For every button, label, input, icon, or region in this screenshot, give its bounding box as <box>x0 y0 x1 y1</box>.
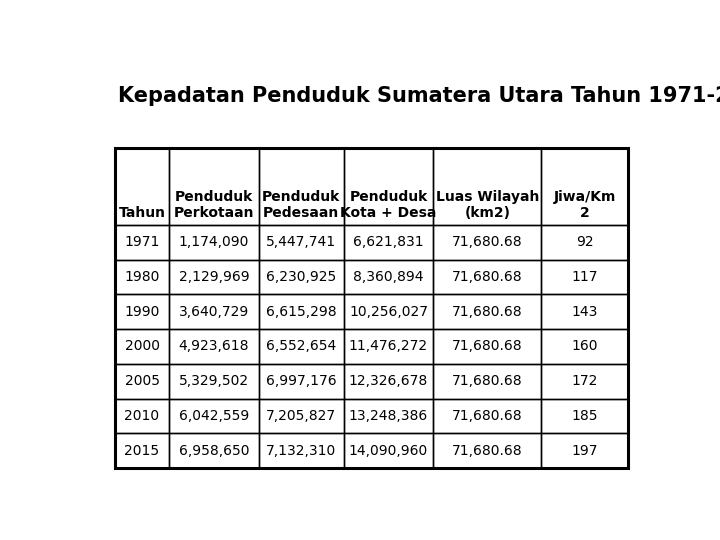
Bar <box>259 225 343 260</box>
Bar <box>169 260 259 294</box>
Bar <box>169 329 259 364</box>
Bar <box>259 399 343 434</box>
Bar <box>259 364 343 399</box>
Text: 6,615,298: 6,615,298 <box>266 305 336 319</box>
Bar <box>169 148 259 225</box>
Text: 1971: 1971 <box>125 235 160 249</box>
Text: Penduduk
Pedesaan: Penduduk Pedesaan <box>262 190 341 220</box>
Text: 6,552,654: 6,552,654 <box>266 340 336 354</box>
Text: 143: 143 <box>572 305 598 319</box>
Text: Kepadatan Penduduk Sumatera Utara Tahun 1971-2015: Kepadatan Penduduk Sumatera Utara Tahun … <box>118 85 720 106</box>
Bar <box>433 260 541 294</box>
Text: 11,476,272: 11,476,272 <box>349 340 428 354</box>
Text: 160: 160 <box>572 340 598 354</box>
Bar <box>433 294 541 329</box>
Bar <box>541 148 629 225</box>
Bar <box>115 148 629 468</box>
Bar <box>541 399 629 434</box>
Bar <box>541 260 629 294</box>
Bar <box>433 329 541 364</box>
Text: 2,129,969: 2,129,969 <box>179 270 249 284</box>
Bar <box>343 294 433 329</box>
Bar <box>115 329 169 364</box>
Text: 1,174,090: 1,174,090 <box>179 235 249 249</box>
Bar <box>343 225 433 260</box>
Bar <box>541 364 629 399</box>
Bar <box>115 399 169 434</box>
Bar <box>541 434 629 468</box>
Bar <box>343 434 433 468</box>
Bar <box>115 434 169 468</box>
Bar <box>433 434 541 468</box>
Bar <box>343 148 433 225</box>
Bar <box>433 364 541 399</box>
Bar <box>169 225 259 260</box>
Text: 6,230,925: 6,230,925 <box>266 270 336 284</box>
Bar <box>169 434 259 468</box>
Bar <box>115 148 169 225</box>
Text: 185: 185 <box>572 409 598 423</box>
Text: 13,248,386: 13,248,386 <box>349 409 428 423</box>
Text: 71,680.68: 71,680.68 <box>452 305 523 319</box>
Text: 71,680.68: 71,680.68 <box>452 444 523 458</box>
Text: 92: 92 <box>576 235 594 249</box>
Text: Penduduk
Perkotaan: Penduduk Perkotaan <box>174 190 254 220</box>
Bar <box>259 434 343 468</box>
Bar <box>541 294 629 329</box>
Bar <box>343 399 433 434</box>
Text: Luas Wilayah
(km2): Luas Wilayah (km2) <box>436 190 539 220</box>
Text: 10,256,027: 10,256,027 <box>349 305 428 319</box>
Text: 5,329,502: 5,329,502 <box>179 374 249 388</box>
Text: 2015: 2015 <box>125 444 160 458</box>
Text: 6,621,831: 6,621,831 <box>354 235 424 249</box>
Bar <box>541 225 629 260</box>
Bar <box>169 364 259 399</box>
Text: 197: 197 <box>572 444 598 458</box>
Text: 12,326,678: 12,326,678 <box>349 374 428 388</box>
Text: 71,680.68: 71,680.68 <box>452 270 523 284</box>
Bar <box>169 294 259 329</box>
Bar <box>433 399 541 434</box>
Text: 3,640,729: 3,640,729 <box>179 305 249 319</box>
Text: Jiwa/Km
2: Jiwa/Km 2 <box>554 190 616 220</box>
Text: 2010: 2010 <box>125 409 160 423</box>
Text: 71,680.68: 71,680.68 <box>452 235 523 249</box>
Text: Penduduk
Kota + Desa: Penduduk Kota + Desa <box>341 190 436 220</box>
Bar <box>433 148 541 225</box>
Bar <box>259 294 343 329</box>
Bar <box>541 329 629 364</box>
Bar <box>259 260 343 294</box>
Text: 71,680.68: 71,680.68 <box>452 374 523 388</box>
Text: 1990: 1990 <box>125 305 160 319</box>
Text: 117: 117 <box>572 270 598 284</box>
Text: 6,997,176: 6,997,176 <box>266 374 336 388</box>
Bar <box>115 225 169 260</box>
Bar <box>343 329 433 364</box>
Text: 1980: 1980 <box>125 270 160 284</box>
Text: 2005: 2005 <box>125 374 160 388</box>
Text: 5,447,741: 5,447,741 <box>266 235 336 249</box>
Bar <box>343 260 433 294</box>
Bar <box>343 364 433 399</box>
Text: 6,958,650: 6,958,650 <box>179 444 249 458</box>
Bar <box>169 399 259 434</box>
Text: Tahun: Tahun <box>119 206 166 220</box>
Text: 14,090,960: 14,090,960 <box>349 444 428 458</box>
Bar <box>115 294 169 329</box>
Bar <box>115 364 169 399</box>
Text: 7,132,310: 7,132,310 <box>266 444 336 458</box>
Text: 71,680.68: 71,680.68 <box>452 409 523 423</box>
Text: 172: 172 <box>572 374 598 388</box>
Text: 4,923,618: 4,923,618 <box>179 340 249 354</box>
Text: 7,205,827: 7,205,827 <box>266 409 336 423</box>
Bar <box>433 225 541 260</box>
Bar <box>259 148 343 225</box>
Text: 2000: 2000 <box>125 340 160 354</box>
Text: 6,042,559: 6,042,559 <box>179 409 249 423</box>
Text: 71,680.68: 71,680.68 <box>452 340 523 354</box>
Bar <box>115 260 169 294</box>
Text: 8,360,894: 8,360,894 <box>354 270 424 284</box>
Bar <box>259 329 343 364</box>
